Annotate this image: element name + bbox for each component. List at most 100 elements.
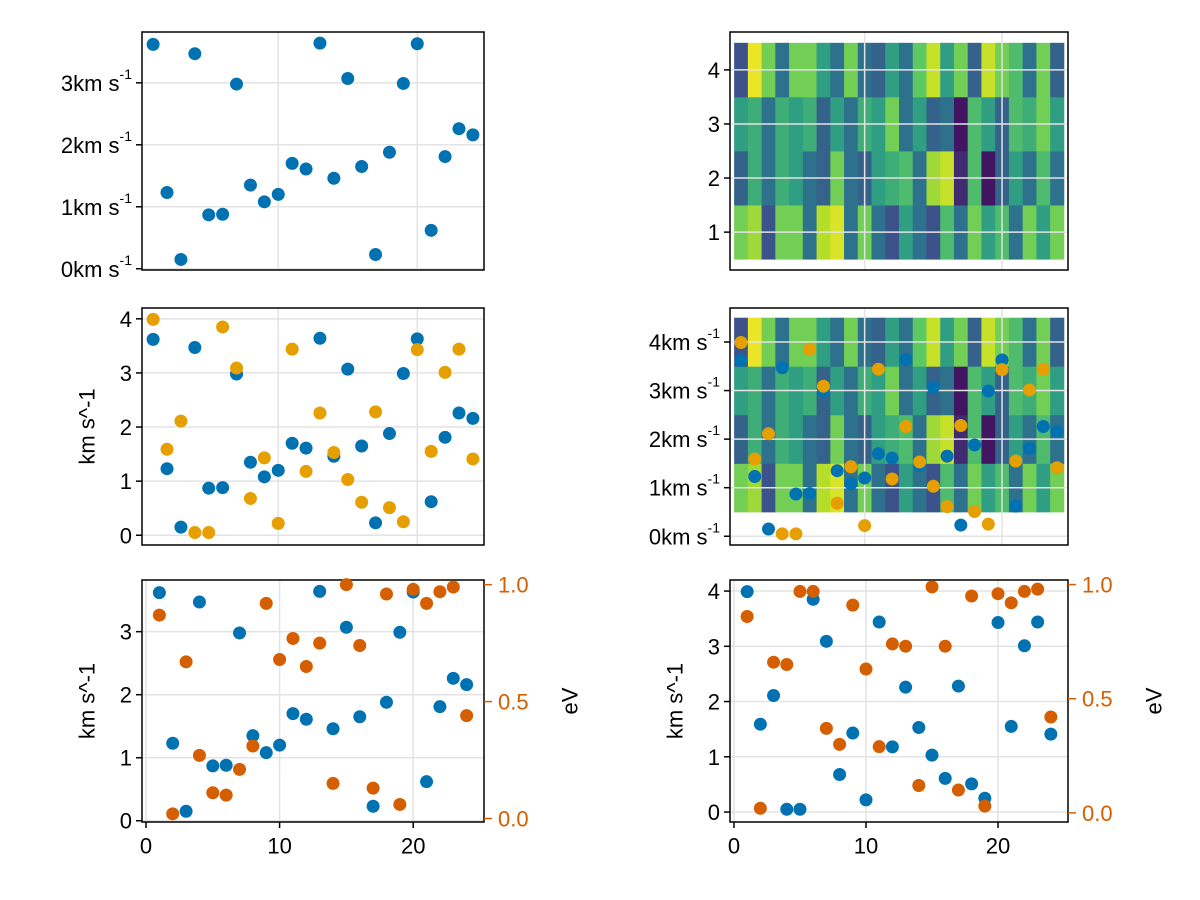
data-point (1031, 615, 1045, 629)
data-point (410, 37, 424, 51)
data-point (748, 470, 762, 484)
data-point (353, 710, 367, 724)
data-point (382, 427, 396, 441)
axes-frame (141, 31, 485, 271)
data-point (174, 414, 188, 428)
data-point (466, 452, 480, 466)
data-point (775, 361, 789, 375)
data-point (1023, 441, 1037, 455)
data-point (179, 655, 193, 669)
axes-frame (141, 579, 485, 823)
data-point (438, 430, 452, 444)
y-tick-label: 1 (708, 744, 720, 769)
y-tick-label: 1 (120, 745, 132, 770)
panel-p12: 1 2 3 4 (708, 31, 1069, 271)
data-point (424, 444, 438, 458)
data-point (326, 722, 340, 736)
data-point (833, 767, 847, 781)
data-point (748, 452, 762, 466)
y-tick-label: 3km s-1 (61, 66, 132, 96)
grid (730, 32, 1068, 270)
data-point (1017, 584, 1031, 598)
data-point (327, 445, 341, 459)
y-tick-label: 0 (120, 808, 132, 833)
data-point (286, 631, 300, 645)
data-point (965, 777, 979, 791)
y-tick-label: 0km s-1 (61, 252, 132, 282)
data-point (188, 526, 202, 540)
data-point (285, 436, 299, 450)
data-point (286, 707, 300, 721)
series-energy (152, 578, 474, 821)
data-point (885, 472, 899, 486)
data-point (859, 662, 873, 676)
data-point (206, 759, 220, 773)
data-point (313, 36, 327, 50)
y-tick-label: 0 (708, 800, 720, 825)
data-point (420, 596, 434, 610)
data-point (767, 688, 781, 702)
data-point (271, 516, 285, 530)
data-point (940, 500, 954, 514)
data-point (230, 361, 244, 375)
data-point (978, 799, 992, 813)
data-point (938, 639, 952, 653)
grid (142, 32, 484, 270)
data-point (819, 721, 833, 735)
data-point (871, 362, 885, 376)
data-point (438, 365, 452, 379)
data-point (761, 427, 775, 441)
data-point (871, 447, 885, 461)
data-point (273, 652, 287, 666)
data-point (968, 438, 982, 452)
panel-p21: 0 1 2 3 4 km s^-1 (75, 306, 485, 548)
data-point (339, 620, 353, 634)
data-point (369, 248, 383, 262)
data-point (166, 736, 180, 750)
data-point (233, 626, 247, 640)
right-axis-label: eV (558, 687, 583, 714)
y-tick-label: 2 (708, 166, 720, 191)
data-point (1050, 461, 1064, 475)
data-point (396, 366, 410, 380)
data-point (257, 451, 271, 465)
y-tick-label: 2 (708, 689, 720, 714)
right-y-tick-label: 1.0 (498, 572, 529, 597)
data-point (767, 655, 781, 669)
grid (142, 580, 484, 822)
data-point (954, 419, 968, 433)
y-axis-label: km s^-1 (75, 663, 100, 739)
data-point (446, 671, 460, 685)
data-point (174, 520, 188, 534)
data-point (830, 464, 844, 478)
data-point (219, 788, 233, 802)
data-point (885, 451, 899, 465)
data-point (206, 786, 220, 800)
data-point (246, 729, 260, 743)
x-tick-label: 20 (401, 834, 425, 859)
data-point (885, 637, 899, 651)
data-point (1017, 639, 1031, 653)
y-tick-label: 1 (708, 220, 720, 245)
axes-frame (729, 31, 1069, 271)
data-point (188, 341, 202, 354)
series-speed (740, 585, 1058, 816)
axes-frame (729, 307, 1069, 546)
data-point (859, 793, 873, 807)
y-axis-label: km s^-1 (75, 388, 100, 464)
data-point (806, 584, 820, 598)
data-point (844, 477, 858, 491)
data-point (192, 595, 206, 609)
data-point (844, 460, 858, 474)
data-point (1031, 582, 1045, 596)
data-point (858, 519, 872, 533)
panel-p32: 0 1 2 3 4 0 10 20 km s^-1 0.0 0.5 1.0 eV (663, 572, 1167, 858)
data-point (353, 638, 367, 652)
y-tick-label: 3 (120, 619, 132, 644)
data-point (341, 473, 355, 487)
data-point (466, 411, 480, 425)
data-point (1044, 710, 1058, 724)
y-tick-label: 2km s-1 (61, 128, 132, 158)
data-point (313, 584, 327, 598)
